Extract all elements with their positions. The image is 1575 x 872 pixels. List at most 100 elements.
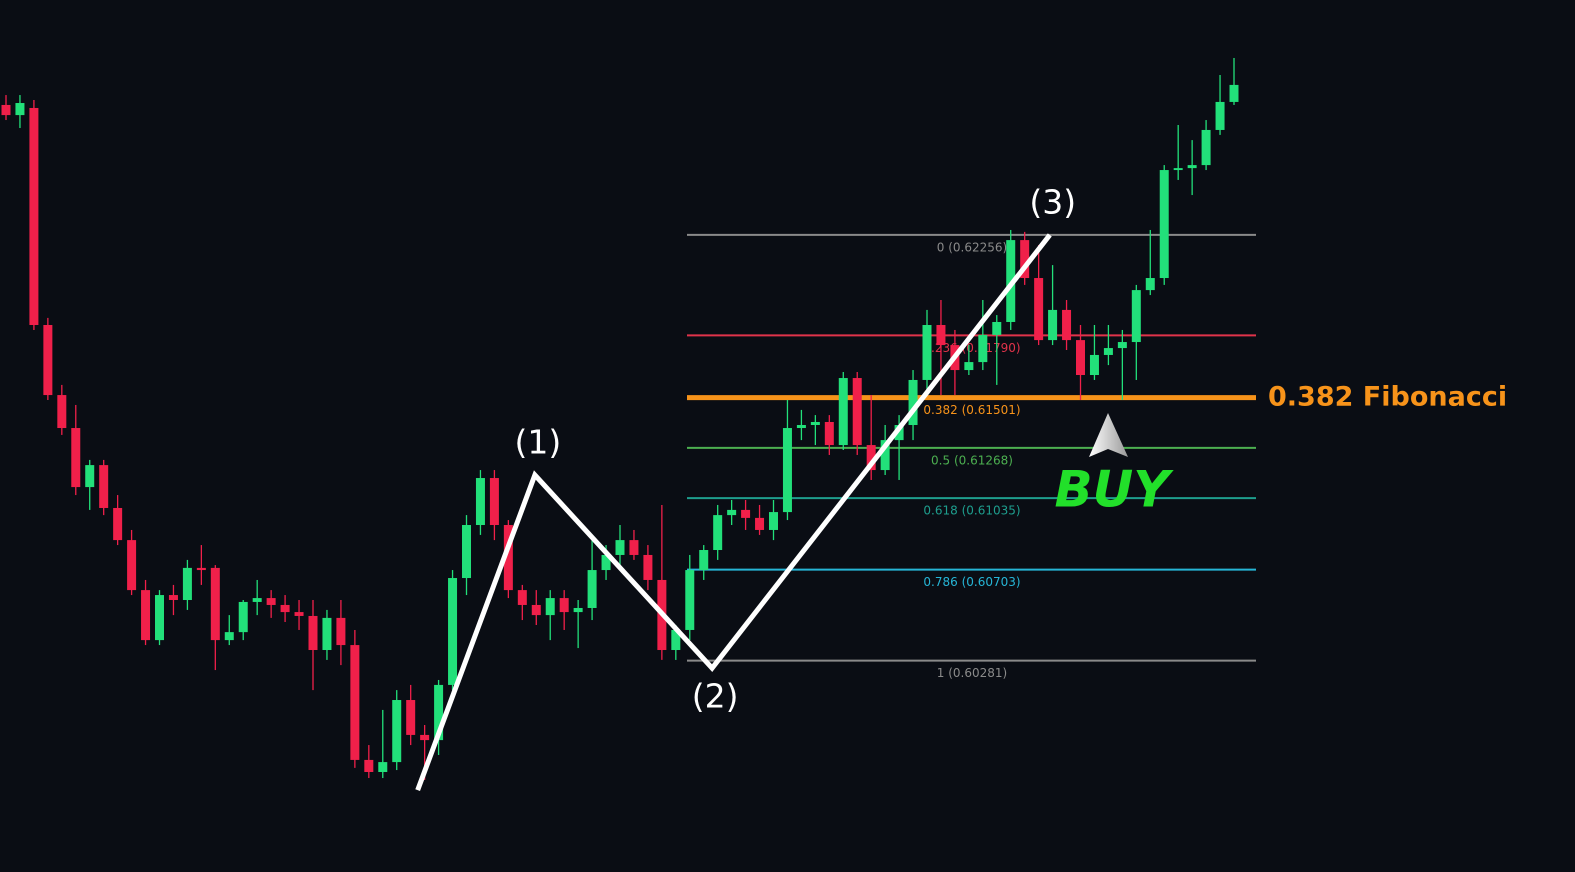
candle-body — [99, 465, 109, 508]
candle-body — [531, 604, 541, 616]
candle-body — [894, 425, 904, 441]
candle-body — [1062, 309, 1072, 341]
candle-body — [489, 478, 499, 526]
candle-body — [475, 478, 485, 526]
candle-body — [852, 378, 862, 446]
wave-label: (3) — [1029, 182, 1076, 221]
candle-body — [462, 525, 471, 579]
candle-body — [1020, 240, 1030, 279]
candle-body — [1089, 354, 1099, 376]
candle-body — [15, 103, 25, 116]
candle-body — [280, 604, 290, 613]
candle-body — [1201, 129, 1211, 166]
candle-body — [155, 595, 164, 641]
candle-body — [713, 515, 723, 551]
candle-body — [434, 684, 444, 741]
candle-body — [866, 445, 876, 471]
candle-body — [559, 598, 569, 613]
wave-label: (2) — [692, 677, 739, 716]
candles — [1, 57, 1239, 780]
candle-body — [838, 378, 848, 446]
highlight-label: 0.382 Fibonacci — [1268, 382, 1507, 413]
candle-body — [615, 540, 625, 555]
candle-body — [503, 525, 513, 591]
candle-body — [378, 762, 388, 772]
candle-body — [392, 700, 402, 763]
candle-body — [210, 567, 220, 641]
candle-body — [517, 590, 527, 605]
candle-body — [824, 421, 834, 446]
candle-body — [796, 425, 806, 429]
candle-body — [936, 325, 946, 346]
candle-body — [350, 645, 360, 760]
candle-body — [43, 325, 53, 396]
candle-body — [755, 517, 765, 530]
candle-body — [782, 428, 792, 513]
candle-body — [196, 567, 206, 571]
candle-body — [587, 570, 597, 608]
candle-body — [643, 554, 653, 580]
fib-label: 0 (0.62256) — [937, 240, 1007, 254]
candle-body — [1159, 170, 1169, 279]
candle-body — [1048, 309, 1058, 341]
candle-body — [127, 540, 137, 591]
candle-body — [922, 325, 932, 380]
candle-body — [168, 595, 178, 601]
candle-body — [113, 507, 123, 541]
candle-body — [978, 334, 988, 363]
candle-body — [908, 379, 918, 426]
candle-body — [1173, 168, 1183, 171]
candle-body — [1103, 348, 1113, 355]
candle-body — [1145, 278, 1155, 291]
fib-label: 0.5 (0.61268) — [931, 453, 1013, 467]
candle-body — [294, 612, 304, 616]
candle-body — [1117, 342, 1127, 349]
candle-body — [880, 440, 890, 471]
wave-line — [415, 233, 1052, 791]
candle-body — [85, 465, 95, 488]
candle-body — [448, 578, 458, 685]
candle-body — [769, 512, 778, 530]
candle-body — [364, 759, 374, 772]
candle-body — [322, 617, 332, 651]
fib-label: 0.786 (0.60703) — [923, 575, 1020, 589]
candle-body — [29, 107, 39, 326]
candle-body — [699, 550, 709, 571]
candle-body — [1076, 340, 1085, 376]
candle-body — [685, 570, 695, 630]
candle-body — [141, 590, 151, 641]
candle-body — [224, 632, 234, 641]
buy-arrow — [1089, 413, 1128, 457]
candle-body — [810, 421, 820, 426]
candle-body — [601, 554, 611, 571]
candle-body — [545, 598, 555, 616]
fib-levels: 0 (0.62256)0.236 (0.61790)0.382 (0.61501… — [687, 233, 1256, 680]
fib-label: 0.382 (0.61501) — [923, 403, 1020, 417]
candle-body — [727, 509, 737, 516]
candle-body — [1229, 84, 1239, 102]
candle-body — [406, 700, 416, 735]
fib-label: 0.618 (0.61035) — [923, 504, 1020, 518]
candle-body — [57, 395, 67, 429]
candle-body — [964, 362, 974, 371]
candle-body — [671, 629, 681, 651]
candle-body — [420, 734, 430, 741]
candle-body — [71, 428, 81, 488]
candle-body — [741, 509, 751, 518]
candle-body — [629, 540, 639, 555]
fib-label: 1 (0.60281) — [937, 666, 1007, 680]
candle-body — [252, 598, 262, 602]
wave: (1) (2) (3) — [415, 182, 1076, 791]
candle-body — [308, 615, 318, 651]
candle-body — [1187, 165, 1197, 169]
candle-body — [573, 607, 583, 613]
candle-body — [1131, 290, 1141, 343]
candle-body — [992, 321, 1002, 335]
wave-label: (1) — [515, 423, 562, 462]
candle-body — [1034, 278, 1044, 341]
candle-body — [1, 104, 11, 116]
candle-body — [182, 567, 192, 601]
candle-body — [266, 598, 276, 605]
